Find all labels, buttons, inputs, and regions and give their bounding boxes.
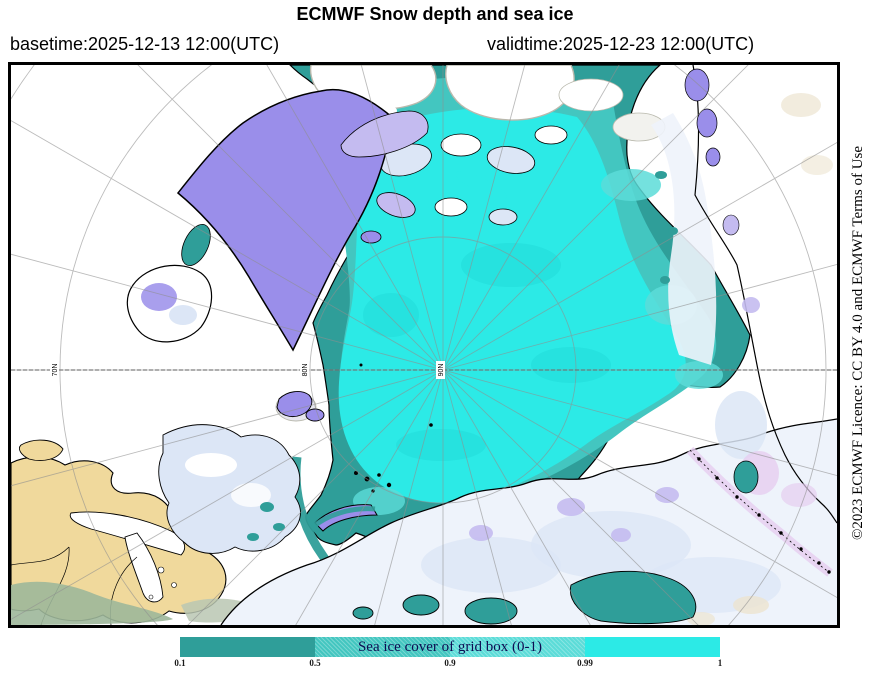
snow-patch: [185, 453, 237, 477]
ice-high-patch: [675, 361, 723, 389]
coast-ice-spot: [273, 523, 285, 531]
snow-mountain-patch: [705, 147, 721, 167]
gulf: [69, 511, 185, 556]
ice-speck: [660, 276, 670, 284]
ice-speck: [668, 227, 678, 235]
chukotka-snow: [715, 391, 767, 459]
legend-tick: 0.9: [444, 658, 456, 668]
chukchi-snow: [651, 113, 717, 365]
basetime-label: basetime:2025-12-13 12:00(UTC): [10, 34, 280, 54]
validtime-label: validtime:2025-12-23 12:00(UTC): [487, 34, 755, 54]
legend-segment-2: [315, 637, 450, 657]
coast-ice-spot: [247, 533, 259, 541]
coast-ice-spot: [260, 502, 274, 512]
aleutian-islands: [686, 446, 833, 577]
tan-island: [18, 439, 64, 461]
legend-segment-3: [450, 637, 585, 657]
legend-segment-1: [180, 637, 315, 657]
legend-tick: 0.1: [174, 658, 186, 668]
svg-text:90N: 90N: [438, 364, 445, 377]
island: [276, 391, 313, 418]
ice-blob: [464, 597, 518, 625]
baffin-ice-patch: [181, 224, 211, 266]
ellesmere-snow-band: [340, 110, 429, 158]
lat80-label: 80N: [300, 361, 309, 379]
arctic-map: 90N 80N 70N: [11, 65, 837, 625]
island: [434, 197, 468, 217]
ice-high-patch: [601, 169, 661, 201]
lake: [171, 582, 177, 588]
page-title: ECMWF Snow depth and sea ice: [296, 4, 574, 24]
ice-blob: [352, 606, 374, 620]
deep-snow-patch: [655, 487, 679, 503]
snow-mountain-patch: [722, 214, 740, 236]
alaska-landmass: [651, 65, 837, 524]
ice-blob: [402, 594, 440, 616]
legend-tick: 1: [717, 658, 723, 668]
alaska-coastline: [692, 65, 837, 524]
svg-text:80N: 80N: [302, 364, 309, 377]
snow-patch: [421, 537, 561, 593]
deep-snow-patch: [611, 528, 631, 542]
snow-mountain-patch: [742, 297, 760, 313]
pole-label: 90N: [436, 361, 445, 379]
ice-texture: [363, 293, 419, 337]
anadyr-ice-patch: [733, 460, 759, 494]
iceland-snow: [169, 305, 197, 325]
iceland-landmass: [126, 264, 213, 343]
legend-segment-4: [585, 637, 720, 657]
ice-channel: [455, 171, 507, 199]
lat70-label: 70N: [50, 361, 59, 379]
snow-patch: [531, 511, 691, 579]
arctic-map-frame: 90N 80N 70N: [8, 62, 840, 628]
ice-speck: [655, 171, 667, 179]
greenland-coastline: [176, 88, 394, 352]
sea-ice-legend-bar: [180, 637, 720, 657]
deep-snow-patch: [469, 525, 493, 541]
copyright-notice: ©2023 ECMWF Licence: CC BY 4.0 and ECMWF…: [850, 145, 866, 541]
svalbard-islands: [275, 391, 325, 422]
deep-snow-patch: [557, 498, 585, 516]
lake: [148, 594, 154, 600]
strip-ice-fringe: [311, 506, 376, 529]
snow-patch: [558, 78, 624, 112]
iceland-snow: [141, 283, 177, 311]
island: [305, 408, 325, 422]
ice-core-zone: [338, 107, 686, 504]
graticule-labels: 90N 80N 70N: [50, 361, 445, 379]
lake: [157, 566, 165, 574]
greenland-landmass: [176, 88, 429, 352]
island: [534, 125, 568, 145]
island: [488, 208, 518, 226]
forest-zone: [11, 581, 173, 625]
bare-patch: [733, 596, 769, 614]
ice-texture: [396, 429, 486, 461]
legend-tick: 0.99: [577, 658, 593, 668]
snow-patch: [231, 483, 271, 507]
island: [486, 146, 536, 174]
aleutian-arc: [689, 449, 831, 574]
ice-texture: [461, 243, 561, 287]
ice-channel: [504, 186, 548, 204]
legend-tick: 0.5: [309, 658, 321, 668]
ice-channel: [426, 222, 486, 238]
island: [440, 133, 482, 157]
ice-texture: [531, 347, 611, 383]
legend-ticks: 0.1 0.5 0.9 0.99 1: [174, 658, 723, 672]
pink-snow-patch: [781, 483, 817, 507]
ice-channel: [397, 170, 465, 190]
snow-mountain-patch: [684, 68, 710, 102]
okhotsk-sea-ice: [352, 570, 697, 625]
svg-text:70N: 70N: [52, 364, 59, 377]
siberia-landmass: [220, 418, 837, 625]
island: [360, 230, 382, 244]
bare-patch: [781, 93, 821, 117]
bare-patch: [801, 155, 833, 175]
ice-blob: [569, 570, 697, 625]
aleutian-islets: [697, 457, 831, 574]
island: [376, 192, 416, 218]
snow-mountain-patch: [696, 108, 718, 138]
legend-title: Sea ice cover of grid box (0-1): [357, 639, 543, 655]
gulf: [124, 532, 164, 603]
